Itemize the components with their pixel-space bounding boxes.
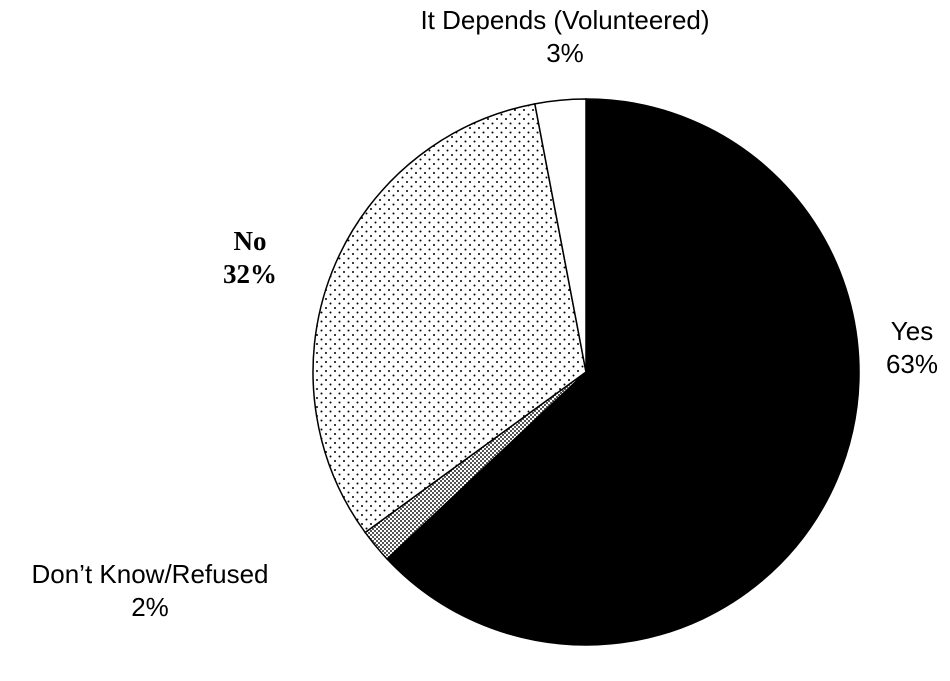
slice-label-dont-know-value: 2% — [131, 592, 169, 622]
slice-label-yes-name: Yes — [890, 316, 934, 346]
pie-slice-yes — [385, 98, 860, 646]
slice-label-it-depends: It Depends (Volunteered) 3% — [370, 4, 760, 70]
slice-label-it-depends-value: 3% — [546, 38, 584, 68]
slice-label-no: No 32% — [200, 225, 300, 291]
slice-label-no-value: 32% — [223, 259, 277, 289]
pie-slice-no — [312, 102, 587, 534]
slice-label-dont-know: Don’t Know/Refused 2% — [0, 558, 300, 624]
slice-label-dont-know-name: Don’t Know/Refused — [31, 559, 269, 589]
pie-slice-it-depends — [533, 98, 587, 373]
slice-label-yes: Yes 63% — [872, 315, 950, 381]
slice-label-no-name: No — [233, 226, 267, 256]
slice-label-it-depends-name: It Depends (Volunteered) — [420, 5, 710, 35]
slice-label-yes-value: 63% — [885, 349, 939, 379]
